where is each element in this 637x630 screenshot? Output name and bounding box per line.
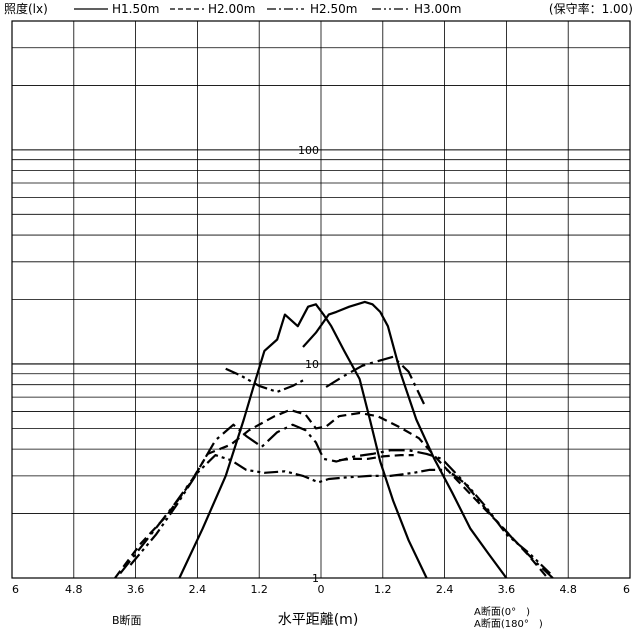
series-line-dashed	[114, 408, 549, 579]
series-line-dashdotdot	[225, 367, 307, 393]
y-tick-label: 10	[305, 358, 319, 371]
x-tick-label: 1.2	[250, 583, 268, 596]
b-section-label: B断面	[112, 613, 142, 627]
x-tick-label: 4.8	[65, 583, 83, 596]
x-axis-title: 水平距離(m)	[278, 611, 359, 628]
legend-label: H2.50m	[310, 2, 357, 16]
a-section-label-180: A断面(180° )	[474, 617, 543, 630]
y-tick-label: 100	[298, 144, 319, 157]
x-tick-label: 2.4	[436, 583, 454, 596]
x-tick-label: 1.2	[374, 583, 392, 596]
series-line-dashed	[338, 454, 414, 462]
x-tick-label: 4.8	[559, 583, 577, 596]
maintenance-factor: (保守率：1.00)	[549, 1, 633, 16]
grid	[12, 21, 630, 578]
x-tick-labels: 6 4.8 3.6 2.4 1.2 0 1.2 2.4 3.6 4.8 6	[12, 583, 630, 596]
series-lines	[114, 300, 554, 579]
x-tick-label: 6	[623, 583, 630, 596]
x-tick-label: 6	[12, 583, 19, 596]
series-line-solid	[178, 303, 428, 579]
x-tick-label: 3.6	[498, 583, 516, 596]
x-tick-label: 3.6	[127, 583, 145, 596]
legend-label: H1.50m	[112, 2, 159, 16]
y-tick-label: 1	[312, 572, 319, 585]
x-tick-label: 0	[318, 583, 325, 596]
series-line-dashdot	[325, 355, 425, 405]
x-tick-label: 2.4	[189, 583, 207, 596]
legend-label: H2.00m	[208, 2, 255, 16]
series-line-solid	[302, 300, 508, 579]
legend-label: H3.00m	[414, 2, 461, 16]
legend: H1.50m H2.00m H2.50m H3.00m	[74, 2, 461, 16]
series-line-dashdotdot	[129, 454, 551, 575]
a-section-label-0: A断面(0° )	[474, 605, 530, 618]
y-unit-label: 照度(lx)	[4, 1, 48, 16]
y-tick-labels: 1 10 100	[298, 144, 319, 585]
